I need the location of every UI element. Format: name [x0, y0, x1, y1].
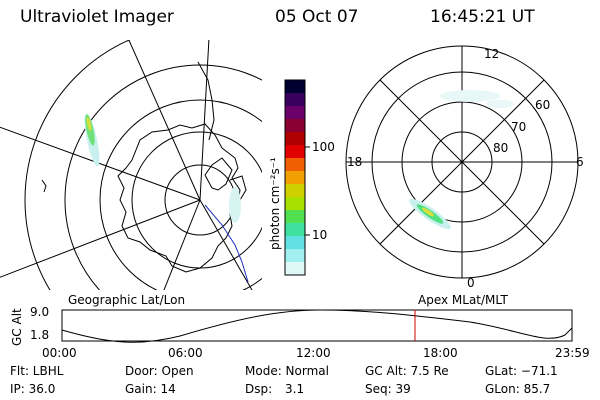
meridian-line [199, 40, 210, 201]
colorbar-segment [285, 145, 305, 159]
ground-track [204, 204, 249, 283]
polar-label-18: 18 [347, 155, 363, 169]
polar-lat-70: 70 [511, 120, 527, 134]
aurora-left [84, 113, 241, 223]
status-seq: Seq: 39 [365, 382, 411, 396]
status-mode: Mode: Normal [245, 364, 329, 378]
polar-label-12: 12 [484, 47, 500, 61]
colorbar [284, 79, 310, 276]
polar-plot [345, 45, 579, 279]
lat-circle [24, 40, 131, 290]
colorbar-segment [285, 80, 305, 94]
meridian-line [163, 199, 201, 290]
altitude-ytick-9: 9.0 [30, 305, 50, 319]
status-filter: Flt: LBHL [10, 364, 64, 378]
observation-time: 16:45:21 UT [430, 7, 535, 27]
geographic-panel-label: Geographic Lat/Lon [68, 293, 186, 307]
colorbar-unit-label: photon cm⁻²s⁻¹ [268, 157, 282, 250]
colorbar-segment [285, 236, 305, 250]
colorbar-segment [285, 93, 305, 107]
aurora-right [409, 90, 514, 230]
diagonal-line [379, 79, 545, 245]
lat-circle [99, 99, 262, 290]
colorbar-segment [285, 119, 305, 133]
meridian-line [199, 199, 253, 290]
coastline [41, 179, 47, 193]
altitude-ylabel: GC Alt [10, 308, 24, 346]
colorbar-segment [285, 106, 305, 120]
polar-label-0: 0 [467, 276, 475, 290]
altitude-xtick-1800: 18:00 [423, 346, 458, 360]
altitude-xtick-1200: 12:00 [296, 346, 331, 360]
status-glon: GLon: 85.7 [485, 382, 551, 396]
coastline [197, 61, 215, 141]
geographic-map [0, 40, 262, 290]
altitude-ytick-1.8: 1.8 [30, 328, 50, 342]
meridian-line [0, 199, 201, 278]
colorbar-frame [284, 79, 306, 276]
colorbar-segment [285, 184, 305, 198]
altitude-curve [61, 309, 573, 343]
polar-lat-60: 60 [535, 98, 551, 112]
status-door: Door: Open [125, 364, 194, 378]
colorbar-segment [285, 223, 305, 237]
meridian-line [0, 126, 201, 201]
meridian-line [128, 40, 201, 201]
altitude-xtick-2359: 23:59 [555, 346, 590, 360]
status-gain: Gain: 14 [125, 382, 176, 396]
altitude-xtick-0600: 06:00 [168, 346, 203, 360]
status-gc-altitude: GC Alt: 7.5 Re [365, 364, 449, 378]
colorbar-tick-10: 10 [312, 228, 328, 242]
colorbar-segment [285, 210, 305, 224]
altitude-plot [61, 309, 573, 343]
continent-outline [117, 123, 241, 273]
altitude-xtick-0000: 00:00 [42, 346, 77, 360]
coastline [229, 175, 247, 201]
instrument-title: Ultraviolet Imager [20, 7, 174, 27]
status-dsp-value: 3.1 [285, 382, 305, 396]
status-glat: GLat: −71.1 [485, 364, 558, 378]
polar-lat-80: 80 [493, 141, 509, 155]
colorbar-segment [285, 171, 305, 185]
colorbar-segment [285, 249, 305, 263]
colorbar-segment [285, 262, 305, 276]
status-ip: IP: 36.0 [10, 382, 56, 396]
colorbar-segment [285, 197, 305, 211]
altitude-frame [61, 309, 573, 342]
colorbar-segment [285, 158, 305, 172]
polar-label-6: 6 [576, 155, 584, 169]
status-dsp-label: Dsp: [245, 382, 273, 396]
colorbar-tick-100: 100 [312, 140, 335, 154]
apex-panel-label: Apex MLat/MLT [418, 293, 508, 307]
coastline [204, 157, 233, 191]
colorbar-segment [285, 132, 305, 146]
observation-date: 05 Oct 07 [275, 7, 359, 27]
